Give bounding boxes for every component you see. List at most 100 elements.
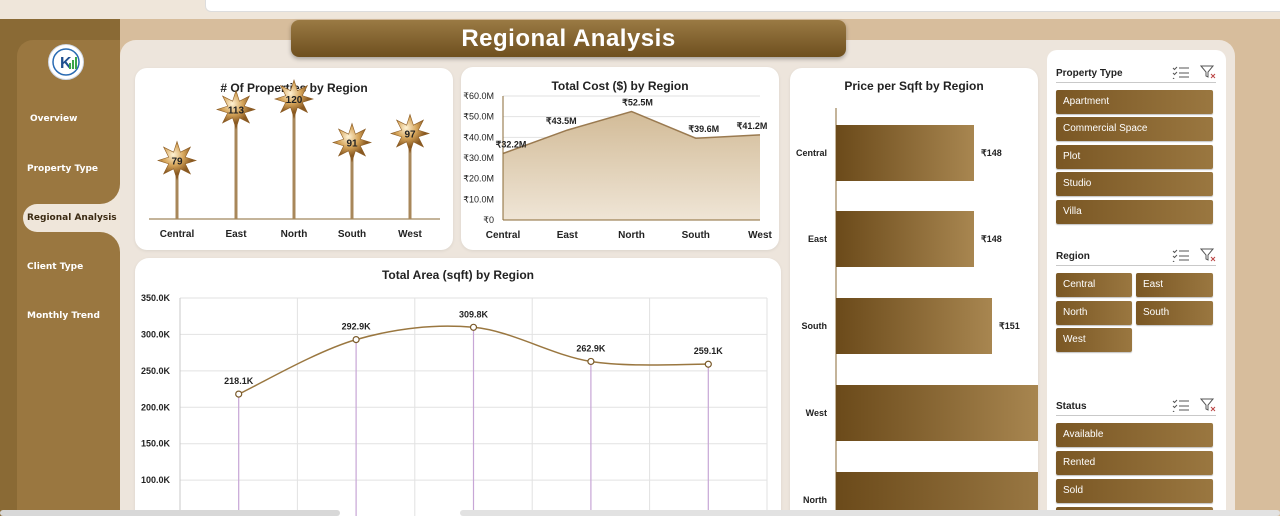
y-tick-label: North bbox=[803, 495, 827, 505]
area-line bbox=[502, 110, 761, 155]
data-label: 79 bbox=[171, 157, 183, 168]
data-label: ₹151 bbox=[999, 321, 1020, 331]
clear-filter-icon[interactable] bbox=[1200, 398, 1216, 412]
area-chart: 50.0K100.0K150.0K200.0K250.0K300.0K350.0… bbox=[141, 293, 768, 516]
slicer-item-available[interactable]: Available bbox=[1056, 423, 1213, 447]
cost-chart-card: Total Cost ($) by Region ₹0 ₹10.0M ₹20.0M ₹… bbox=[461, 67, 779, 250]
x-tick-label: North bbox=[281, 229, 308, 240]
horizontal-scrollbar-track[interactable] bbox=[460, 510, 1280, 516]
slicer-item-rented[interactable]: Rented bbox=[1056, 451, 1213, 475]
price-chart-title: Price per Sqft by Region bbox=[844, 79, 984, 93]
slicer-item-north[interactable]: North bbox=[1056, 301, 1132, 325]
slicer-item-studio[interactable]: Studio bbox=[1056, 172, 1213, 196]
y-tick-label: ₹20.0M bbox=[463, 174, 494, 184]
y-tick-label: 350.0K bbox=[141, 293, 171, 303]
data-label: 262.9K bbox=[576, 343, 606, 353]
data-label: 120 bbox=[286, 95, 303, 106]
data-label: ₹52.5M bbox=[622, 98, 653, 108]
slicer-item-east[interactable]: East bbox=[1136, 273, 1213, 297]
slicer-region-label: Region bbox=[1056, 251, 1090, 262]
data-label: 259.1K bbox=[694, 346, 724, 356]
data-label: 113 bbox=[228, 106, 245, 117]
nav-item-property-type[interactable]: Property Type bbox=[27, 164, 120, 174]
y-tick-label: ₹0 bbox=[483, 215, 494, 225]
star-marker bbox=[157, 140, 197, 181]
slicer-item-villa[interactable]: Villa bbox=[1056, 200, 1213, 224]
slicer-item-west[interactable]: West bbox=[1056, 328, 1132, 352]
x-tick-label: East bbox=[225, 229, 247, 240]
x-tick-label: East bbox=[557, 230, 579, 241]
bar bbox=[836, 298, 992, 354]
y-tick-label: Central bbox=[796, 148, 827, 158]
slicer-item-central[interactable]: Central bbox=[1056, 273, 1132, 297]
nav-item-label: Client Type bbox=[27, 262, 84, 272]
x-tick-label: South bbox=[338, 229, 366, 240]
area-chart-card: Total Area (sqft) by Region 50.0K100.0K1… bbox=[135, 258, 781, 516]
nav-item-label: Regional Analysis bbox=[27, 213, 117, 223]
nav-item-label: Property Type bbox=[27, 164, 98, 174]
slicer-property-type-header: Property Type bbox=[1056, 65, 1216, 83]
data-label: 309.8K bbox=[459, 309, 489, 319]
data-label: ₹43.5M bbox=[546, 116, 577, 126]
x-tick-label: West bbox=[398, 229, 422, 240]
y-tick-label: 250.0K bbox=[141, 366, 171, 376]
multi-select-icon[interactable] bbox=[1172, 65, 1190, 79]
clear-filter-icon[interactable] bbox=[1200, 65, 1216, 79]
data-label: 97 bbox=[404, 130, 416, 141]
slicer-item-plot[interactable]: Plot bbox=[1056, 145, 1213, 169]
clear-filter-icon[interactable] bbox=[1200, 248, 1216, 262]
company-logo-icon[interactable]: K bbox=[48, 44, 84, 80]
properties-chart-card: # Of Properties by Region 79 Central 113 Ea… bbox=[135, 68, 453, 250]
area-fill bbox=[503, 111, 760, 220]
slicer-property-type-label: Property Type bbox=[1056, 68, 1123, 79]
x-tick-label: West bbox=[748, 230, 772, 241]
nav-item-regional-analysis[interactable]: Regional Analysis bbox=[27, 213, 120, 223]
top-bar bbox=[205, 0, 1280, 12]
slicer-item-south[interactable]: South bbox=[1136, 301, 1213, 325]
bar bbox=[836, 385, 1038, 441]
slicer-item-commercial-space[interactable]: Commercial Space bbox=[1056, 117, 1213, 141]
data-point bbox=[469, 323, 478, 331]
page-title-text: Regional Analysis bbox=[461, 24, 676, 52]
data-label: ₹148 bbox=[981, 234, 1002, 244]
x-tick-label: North bbox=[618, 230, 645, 241]
slicer-item-sold[interactable]: Sold bbox=[1056, 479, 1213, 503]
nav-item-label: Overview bbox=[30, 114, 78, 124]
nav-item-overview[interactable]: Overview bbox=[30, 114, 123, 124]
nav-active-highlight bbox=[23, 204, 120, 232]
star-marker bbox=[216, 89, 256, 130]
slicer-item-apartment[interactable]: Apartment bbox=[1056, 90, 1213, 114]
cost-chart-title: Total Cost ($) by Region bbox=[551, 79, 689, 93]
nav-active-curve-top bbox=[100, 184, 120, 204]
data-label: ₹32.2M bbox=[496, 139, 527, 149]
bar bbox=[836, 125, 974, 181]
area-chart-title: Total Area (sqft) by Region bbox=[381, 268, 534, 282]
y-tick-label: ₹60.0M bbox=[463, 91, 494, 101]
data-point bbox=[352, 336, 360, 344]
data-label: 218.1K bbox=[224, 376, 254, 386]
bar bbox=[836, 472, 1038, 516]
nav-item-label: Monthly Trend bbox=[27, 311, 100, 321]
page-title: Regional Analysis bbox=[291, 20, 846, 57]
nav-item-monthly-trend[interactable]: Monthly Trend bbox=[27, 311, 120, 321]
slicer-region-header: Region bbox=[1056, 248, 1216, 266]
slicer-status-label: Status bbox=[1056, 401, 1087, 412]
y-tick-label: ₹30.0M bbox=[463, 153, 494, 163]
data-label: ₹39.6M bbox=[688, 124, 719, 134]
x-tick-label: Central bbox=[160, 229, 195, 240]
x-tick-label: Central bbox=[486, 230, 521, 241]
data-label: ₹41.2M bbox=[737, 121, 768, 131]
properties-chart: 79 Central 113 East 120 North 91 South 97 West bbox=[149, 79, 440, 240]
logo-graphic: K bbox=[52, 48, 80, 76]
multi-select-icon[interactable] bbox=[1172, 248, 1190, 262]
horizontal-scrollbar[interactable] bbox=[0, 510, 340, 516]
star-marker bbox=[274, 79, 314, 119]
star-marker bbox=[390, 113, 430, 154]
data-label: ₹148 bbox=[981, 148, 1002, 158]
nav-item-client-type[interactable]: Client Type bbox=[27, 262, 120, 272]
bar bbox=[836, 211, 974, 267]
nav-active-curve-bottom bbox=[100, 232, 120, 252]
multi-select-icon[interactable] bbox=[1172, 398, 1190, 412]
y-tick-label: East bbox=[808, 234, 827, 244]
data-label: 292.9K bbox=[342, 322, 372, 332]
